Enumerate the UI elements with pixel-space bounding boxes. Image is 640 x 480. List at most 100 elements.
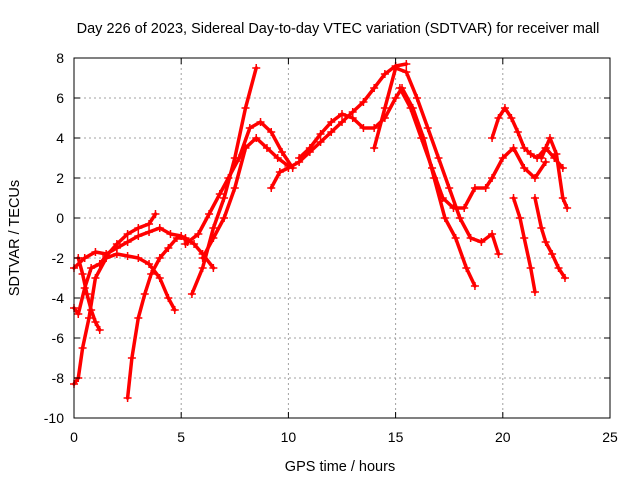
x-tick-label: 25 bbox=[602, 429, 618, 445]
data-point-marker bbox=[78, 270, 87, 278]
data-point-marker bbox=[470, 282, 479, 290]
ticks-layer: 0 5 10 15 20 25 -10 -8 -6 -4 -2 0 2 4 6 8 bbox=[44, 50, 618, 445]
data-point-marker bbox=[391, 94, 400, 102]
data-point-marker bbox=[134, 232, 143, 240]
data-point-marker bbox=[438, 194, 447, 202]
data-point-marker bbox=[507, 114, 516, 122]
data-point-marker bbox=[338, 110, 346, 118]
data-point-marker bbox=[305, 144, 314, 152]
data-point-marker bbox=[513, 128, 522, 136]
data-point-marker bbox=[460, 204, 469, 212]
data-point-marker bbox=[123, 252, 132, 260]
data-point-marker bbox=[338, 118, 346, 126]
data-point-marker bbox=[541, 238, 550, 246]
data-point-marker bbox=[164, 294, 173, 302]
data-point-marker bbox=[145, 228, 154, 236]
data-point-marker bbox=[112, 250, 121, 258]
data-point-marker bbox=[348, 114, 357, 122]
data-point-marker bbox=[417, 134, 426, 142]
data-point-marker bbox=[526, 150, 535, 158]
data-point-marker bbox=[316, 138, 325, 146]
data-point-marker bbox=[391, 64, 400, 72]
data-point-marker bbox=[230, 184, 239, 192]
data-point-marker bbox=[520, 144, 529, 152]
data-point-marker bbox=[481, 184, 490, 192]
y-tick-label: -6 bbox=[52, 330, 65, 346]
series-line bbox=[297, 86, 477, 288]
data-point-marker bbox=[558, 194, 567, 202]
series-track-12 bbox=[395, 84, 550, 212]
data-point-marker bbox=[209, 224, 218, 232]
data-point-marker bbox=[530, 174, 539, 182]
data-point-marker bbox=[91, 248, 100, 256]
data-point-marker bbox=[155, 224, 164, 232]
series-track-14 bbox=[509, 194, 539, 296]
data-point-marker bbox=[147, 270, 156, 278]
data-point-marker bbox=[194, 230, 203, 238]
data-point-marker bbox=[112, 240, 121, 248]
x-tick-label: 5 bbox=[177, 429, 185, 445]
y-tick-label: 8 bbox=[56, 50, 64, 66]
data-point-marker bbox=[509, 144, 518, 152]
data-point-marker bbox=[123, 230, 132, 238]
data-point-marker bbox=[198, 264, 207, 272]
series-track-8 bbox=[198, 134, 293, 262]
data-point-marker bbox=[273, 154, 282, 162]
data-point-marker bbox=[215, 190, 224, 198]
data-point-marker bbox=[395, 84, 404, 92]
data-point-marker bbox=[140, 290, 149, 298]
data-point-marker bbox=[445, 184, 454, 192]
data-point-marker bbox=[526, 264, 535, 272]
data-point-marker bbox=[494, 250, 503, 258]
data-point-marker bbox=[530, 288, 539, 296]
y-tick-label: 6 bbox=[56, 90, 64, 106]
y-tick-label: 2 bbox=[56, 170, 64, 186]
data-point-marker bbox=[537, 224, 546, 232]
data-point-marker bbox=[284, 164, 293, 172]
data-point-marker bbox=[423, 124, 432, 132]
y-axis-label: SDTVAR / TECUs bbox=[7, 180, 23, 296]
data-point-marker bbox=[455, 214, 464, 222]
data-point-marker bbox=[123, 394, 132, 402]
data-point-marker bbox=[172, 234, 181, 242]
data-point-marker bbox=[488, 174, 497, 182]
data-point-marker bbox=[440, 214, 449, 222]
data-point-marker bbox=[462, 264, 471, 272]
data-point-marker bbox=[316, 130, 325, 138]
y-tick-label: 0 bbox=[56, 210, 64, 226]
chart-title: Day 226 of 2023, Sidereal Day-to-day VTE… bbox=[77, 21, 600, 37]
data-point-marker bbox=[134, 314, 143, 322]
data-point-marker bbox=[145, 220, 154, 228]
series-track-11 bbox=[370, 64, 503, 258]
data-point-marker bbox=[359, 98, 368, 106]
data-point-marker bbox=[413, 94, 422, 102]
data-point-marker bbox=[95, 326, 104, 334]
data-point-marker bbox=[275, 168, 284, 176]
x-axis-label: GPS time / hours bbox=[285, 459, 395, 475]
data-point-marker bbox=[102, 252, 111, 260]
data-point-marker bbox=[123, 238, 132, 246]
data-point-marker bbox=[494, 114, 503, 122]
data-point-marker bbox=[95, 260, 104, 268]
x-tick-label: 0 bbox=[70, 429, 78, 445]
data-point-marker bbox=[267, 184, 276, 192]
data-point-marker bbox=[537, 154, 546, 162]
data-point-marker bbox=[277, 148, 286, 156]
data-point-marker bbox=[209, 234, 218, 242]
data-point-marker bbox=[295, 154, 304, 162]
data-point-marker bbox=[370, 124, 379, 132]
data-point-marker bbox=[224, 174, 233, 182]
data-point-marker bbox=[134, 254, 143, 262]
data-point-marker bbox=[488, 134, 497, 142]
data-point-marker bbox=[541, 144, 550, 152]
data-point-marker bbox=[402, 68, 411, 76]
data-point-marker bbox=[82, 290, 91, 298]
data-point-marker bbox=[488, 230, 497, 238]
data-point-marker bbox=[545, 134, 554, 142]
data-point-marker bbox=[78, 344, 87, 352]
data-point-marker bbox=[520, 164, 529, 172]
series-line bbox=[511, 196, 537, 294]
data-point-marker bbox=[127, 354, 136, 362]
